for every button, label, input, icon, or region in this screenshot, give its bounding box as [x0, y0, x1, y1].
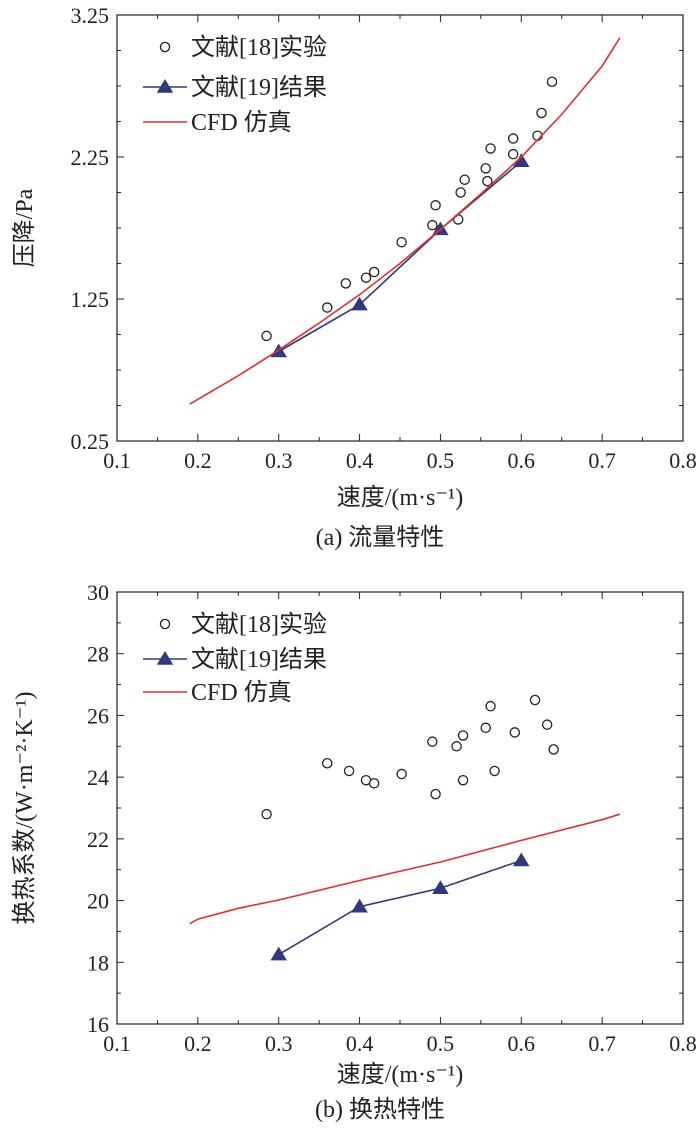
- legend-label-literature: 文献[19]结果: [191, 74, 327, 101]
- legend-triangle-icon: [156, 79, 174, 93]
- circle-point: [485, 700, 496, 712]
- circle-point: [343, 765, 355, 777]
- literature-line: [278, 859, 522, 956]
- legend-label-experiment: 文献[18]实验: [191, 34, 327, 61]
- circle-point: [396, 768, 407, 780]
- circle-point: [451, 741, 462, 752]
- y-tick-label: 26: [87, 703, 109, 728]
- legend-label-cfd: CFD 仿真: [191, 109, 292, 136]
- triangle-point: [351, 898, 368, 913]
- figure-caption: (b) 换热特性: [315, 1096, 445, 1123]
- x-axis-label: 速度/(m·s⁻¹): [337, 484, 464, 511]
- circle-point: [548, 744, 559, 755]
- x-tick-label: 0.1: [103, 448, 131, 473]
- circle-point: [427, 736, 438, 747]
- circle-point: [430, 788, 441, 800]
- circle-point: [368, 778, 380, 789]
- x-tick-label: 0.6: [508, 448, 536, 473]
- triangle-point: [270, 946, 287, 961]
- y-tick-label: 0.25: [71, 429, 110, 454]
- cfd-line: [189, 37, 621, 405]
- legend-label-experiment: 文献[18]实验: [191, 611, 327, 638]
- x-tick-label: 0.3: [265, 448, 293, 473]
- legend-circle-icon: [159, 41, 171, 53]
- y-tick-label: 24: [87, 765, 109, 790]
- circle-point: [480, 722, 491, 734]
- y-tick-label: 2.25: [71, 145, 110, 170]
- series-cfd: [189, 37, 621, 405]
- circle-point: [489, 765, 500, 777]
- circle-point: [509, 727, 521, 738]
- x-tick-label: 0.1: [103, 1031, 131, 1056]
- circle-point: [457, 730, 469, 741]
- series-cfd: [189, 813, 621, 925]
- circle-point: [261, 330, 272, 342]
- circle-point: [427, 219, 438, 231]
- circle-point: [340, 278, 352, 289]
- circle-point: [529, 694, 541, 706]
- x-tick-label: 0.5: [427, 448, 455, 473]
- triangle-point: [513, 852, 530, 867]
- x-tick-label: 0.8: [669, 448, 697, 473]
- series-literature: [270, 852, 530, 961]
- chart-b: 0.1 0.2 0.3 0.4 0.5 0.6 0.7 0.8 16 18 20 22 24 26 28 30…: [11, 580, 697, 1123]
- series-experiment: [261, 76, 558, 342]
- x-tick-label: 0.2: [184, 448, 212, 473]
- circle-point: [541, 719, 553, 730]
- legend-label-cfd: CFD 仿真: [191, 679, 292, 706]
- triangle-point: [432, 880, 449, 894]
- circle-point: [360, 272, 372, 283]
- circle-point: [321, 302, 333, 313]
- circle-point: [455, 187, 466, 198]
- x-tick-label: 0.7: [588, 1031, 616, 1056]
- y-tick-label: 16: [87, 1012, 109, 1037]
- circle-point: [459, 174, 470, 185]
- circle-point: [368, 266, 380, 278]
- figure-caption: (a) 流量特性: [316, 524, 445, 551]
- circle-point: [457, 774, 469, 786]
- y-tick-label: 3.25: [71, 3, 110, 28]
- x-tick-label: 0.8: [669, 1031, 697, 1056]
- literature-line: [278, 160, 522, 353]
- x-tick-label: 0.4: [346, 448, 374, 473]
- legend-label-literature: 文献[19]结果: [191, 646, 327, 673]
- chart-a: 0.1 0.2 0.3 0.4 0.5 0.6 0.7 0.8 0.25 1.25 2.25 3.25…: [11, 3, 697, 551]
- x-tick-label: 0.6: [508, 1031, 536, 1056]
- x-tick-label: 0.5: [427, 1031, 455, 1056]
- series-experiment: [261, 694, 559, 820]
- y-tick-label: 18: [87, 950, 109, 975]
- circle-point: [261, 808, 272, 820]
- cfd-line: [189, 813, 621, 925]
- legend-circle-icon: [159, 618, 171, 630]
- x-tick-label: 0.2: [184, 1031, 212, 1056]
- legend-triangle-icon: [156, 651, 174, 665]
- x-tick-label: 0.4: [346, 1031, 374, 1056]
- circle-point: [536, 107, 547, 119]
- y-tick-label: 20: [87, 889, 109, 914]
- y-axis-label: 换热系数/(W·m⁻²·K⁻¹): [11, 691, 38, 924]
- circle-point: [485, 143, 496, 154]
- circle-point: [507, 133, 519, 144]
- y-tick-label: 30: [87, 580, 109, 605]
- triangle-point: [351, 296, 368, 311]
- y-tick-label: 22: [87, 827, 109, 852]
- circle-point: [507, 148, 519, 160]
- circle-point: [321, 758, 333, 769]
- y-axis-label: 压降/Pa: [11, 188, 38, 267]
- circle-point: [396, 236, 407, 248]
- x-tick-label: 0.3: [265, 1031, 293, 1056]
- circle-point: [546, 76, 558, 87]
- circle-point: [480, 163, 491, 174]
- circle-point: [482, 175, 493, 187]
- y-tick-label: 1.25: [71, 287, 110, 312]
- circle-point: [430, 200, 441, 211]
- y-tick-label: 28: [87, 642, 109, 667]
- x-tick-label: 0.7: [588, 448, 616, 473]
- x-axis-label: 速度/(m·s⁻¹): [337, 1061, 464, 1088]
